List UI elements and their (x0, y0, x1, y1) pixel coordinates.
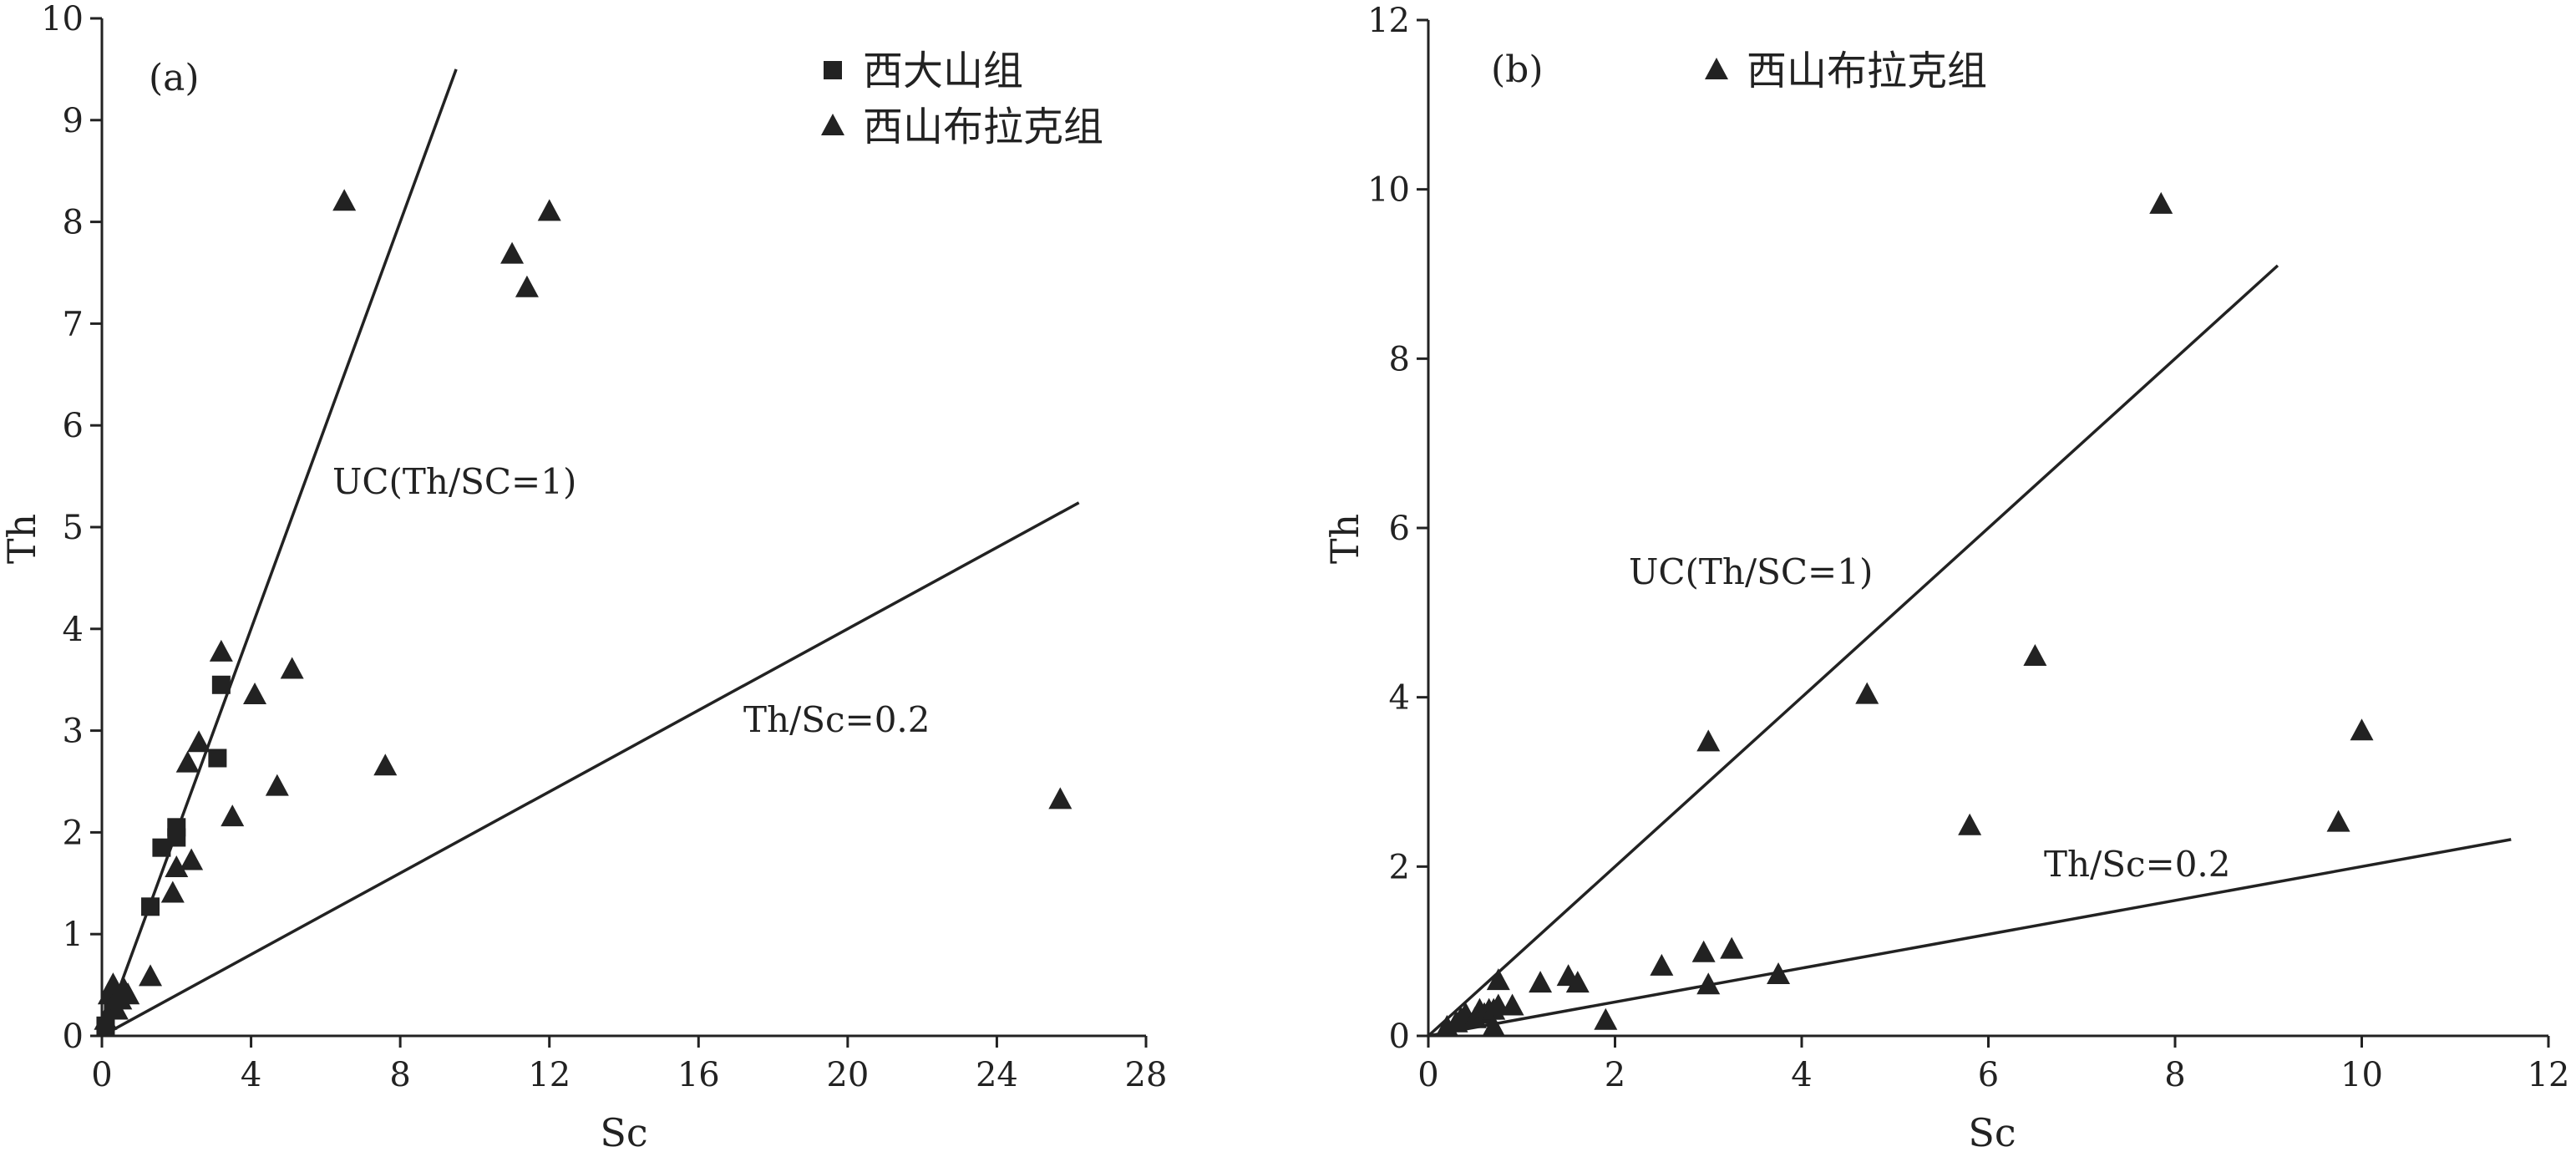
legend-marker (1705, 58, 1728, 79)
legend-label: 西山布拉克组 (863, 104, 1103, 150)
y-tick-label: 10 (41, 0, 84, 38)
data-point (2023, 644, 2047, 667)
y-axis-title: Th (0, 514, 44, 564)
x-axis-title: Sc (600, 1110, 647, 1152)
data-point (160, 880, 185, 903)
panel-b-scatter-chart: 0 2 4 6 8 10 12 0 2 4 6 8 10 12 Sc Th (b) UC(Th/SC=1) Th/S… (1322, 2, 2569, 1152)
x-tick-label: 8 (389, 1056, 410, 1094)
x-tick-label: 12 (2528, 1056, 2570, 1094)
data-point (1855, 682, 1879, 704)
y-tick-label: 2 (63, 814, 84, 852)
data-point (2149, 191, 2173, 214)
y-axis-title: Th (1322, 514, 1367, 564)
data-point (332, 189, 357, 211)
y-tick-label: 9 (63, 102, 84, 140)
data-point (1650, 953, 1674, 976)
data-point (265, 774, 289, 796)
y-tick-label: 12 (1367, 2, 1410, 40)
data-point (141, 897, 160, 916)
reference-line (1427, 264, 2279, 1038)
y-tick-label: 6 (63, 407, 84, 445)
data-point (209, 639, 233, 662)
y-tick-label: 4 (63, 611, 84, 649)
data-point (187, 730, 211, 753)
data-point (280, 657, 304, 679)
panel-a-scatter-chart: 0 4 8 12 16 20 24 28012345678910ScTh(a)UC(Th/SC… (0, 0, 1167, 1152)
data-point (1696, 729, 1721, 752)
y-tick-label: 2 (1389, 848, 1410, 886)
y-tick-label: 4 (1389, 679, 1410, 718)
data-point (1529, 971, 1553, 993)
data-point (1565, 971, 1590, 993)
x-tick-label: 2 (1605, 1056, 1625, 1094)
reference-line (1427, 838, 2512, 1038)
x-tick-label: 20 (826, 1056, 869, 1094)
reference-line-label: UC(Th/SC=1) (332, 461, 576, 502)
data-point (2350, 718, 2374, 741)
legend-marker (821, 114, 844, 135)
reference-line-label: Th/Sc=0.2 (2044, 844, 2231, 885)
y-tick-label: 8 (63, 204, 84, 242)
legend-marker (824, 61, 842, 79)
data-point (537, 199, 561, 221)
legend-label: 西山布拉克组 (1747, 48, 1987, 94)
reference-line-label: Th/Sc=0.2 (743, 699, 931, 740)
data-point (515, 275, 539, 297)
y-tick-label: 6 (1389, 510, 1410, 548)
y-tick-label: 7 (63, 305, 84, 343)
data-point (1720, 936, 1744, 959)
data-point (1500, 993, 1524, 1016)
panel-label: (b) (1491, 48, 1544, 91)
legend-label: 西大山组 (863, 48, 1023, 94)
x-tick-label: 16 (677, 1056, 720, 1094)
x-tick-label: 0 (1417, 1056, 1438, 1094)
reference-line (100, 69, 458, 1037)
x-tick-label: 0 (91, 1056, 112, 1094)
panel-label: (a) (149, 57, 200, 99)
data-point (180, 848, 204, 870)
y-tick-label: 3 (63, 713, 84, 751)
data-point (152, 838, 171, 857)
data-point (167, 828, 186, 847)
x-tick-label: 10 (2340, 1056, 2383, 1094)
x-tick-label: 4 (1791, 1056, 1812, 1094)
y-tick-label: 0 (1389, 1018, 1410, 1056)
data-point (1594, 1007, 1618, 1030)
data-point (221, 804, 245, 827)
x-tick-label: 6 (1978, 1056, 1999, 1094)
data-point (139, 964, 163, 987)
y-tick-label: 8 (1389, 340, 1410, 378)
x-tick-label: 24 (976, 1056, 1018, 1094)
data-point (1482, 1014, 1506, 1037)
data-point (2326, 809, 2350, 832)
data-point (1696, 972, 1721, 995)
y-tick-label: 1 (63, 916, 84, 954)
data-point (211, 675, 231, 694)
data-point (208, 749, 227, 768)
y-tick-label: 10 (1367, 171, 1410, 210)
x-tick-label: 28 (1125, 1056, 1168, 1094)
data-point (1048, 787, 1072, 809)
data-point (1958, 813, 1982, 835)
x-tick-label: 4 (241, 1056, 261, 1094)
y-tick-label: 5 (63, 509, 84, 547)
data-point (165, 855, 189, 878)
data-point (500, 241, 525, 264)
x-tick-label: 12 (528, 1056, 570, 1094)
data-point (373, 754, 398, 776)
reference-line (101, 501, 1080, 1038)
data-point (1691, 940, 1716, 962)
x-axis-title: Sc (1968, 1110, 2016, 1152)
y-tick-label: 0 (63, 1018, 84, 1056)
data-point (243, 682, 267, 704)
data-point (1767, 962, 1791, 985)
reference-line-label: UC(Th/SC=1) (1629, 551, 1873, 592)
data-point (175, 750, 200, 773)
data-point (1486, 968, 1510, 991)
x-tick-label: 8 (2164, 1056, 2185, 1094)
data-point (116, 982, 140, 1005)
